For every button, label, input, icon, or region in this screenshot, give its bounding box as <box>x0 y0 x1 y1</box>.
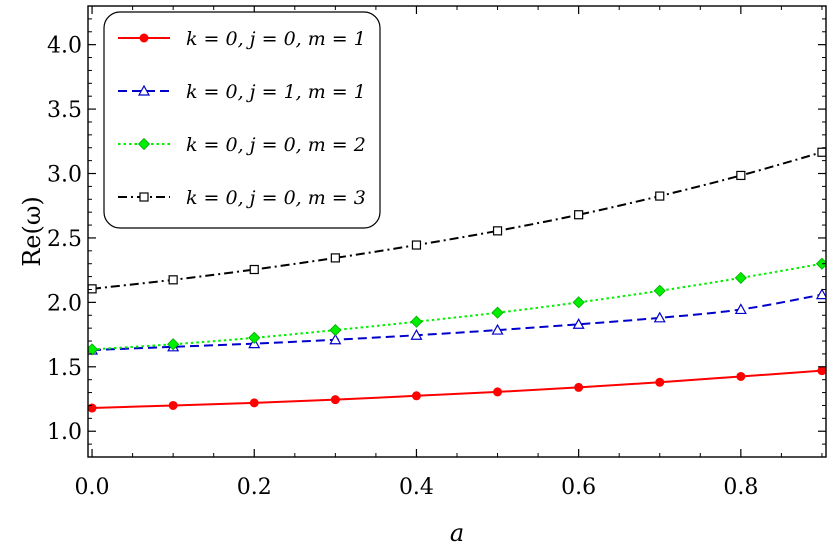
y-tick-label: 3.5 <box>47 98 82 123</box>
legend-label: k = 0, j = 0, m = 3 <box>186 187 366 209</box>
data-point <box>817 147 826 157</box>
data-point <box>653 311 666 323</box>
data-point <box>493 387 503 397</box>
legend-marker <box>139 33 149 43</box>
legend-item: k = 0, j = 0, m = 3 <box>118 187 366 209</box>
x-tick-label: 0.8 <box>723 475 758 500</box>
x-tick-label: 0.2 <box>237 475 272 500</box>
y-tick-label: 4.0 <box>47 34 82 59</box>
data-point <box>491 323 504 335</box>
data-point <box>411 391 421 401</box>
data-point <box>574 210 584 220</box>
data-point <box>249 398 259 408</box>
data-point <box>329 333 342 345</box>
legend-item: k = 0, j = 0, m = 2 <box>118 134 366 156</box>
data-point <box>655 191 665 201</box>
data-point <box>330 395 340 405</box>
ticks-layer <box>88 6 826 457</box>
legend-item: k = 0, j = 0, m = 1 <box>118 28 366 50</box>
data-point <box>653 284 666 297</box>
data-point <box>411 240 422 250</box>
data-point <box>817 366 826 376</box>
data-point <box>329 324 342 337</box>
series-1 <box>88 366 826 413</box>
data-point <box>815 288 826 300</box>
series-line <box>92 293 823 352</box>
data-point <box>168 275 178 285</box>
x-tick-label: 0.0 <box>75 475 110 500</box>
series-line <box>92 369 823 410</box>
y-tick-label: 2.0 <box>47 291 82 316</box>
data-point <box>574 382 584 392</box>
data-point <box>492 226 503 236</box>
data-point <box>168 400 178 410</box>
legend-item: k = 0, j = 1, m = 1 <box>118 81 366 103</box>
data-point <box>410 328 423 340</box>
legend-label: k = 0, j = 0, m = 1 <box>186 28 366 50</box>
data-point <box>734 303 747 315</box>
series-line <box>91 151 823 290</box>
legend-marker <box>137 84 151 96</box>
y-tick-label: 1.5 <box>47 356 82 381</box>
data-point <box>88 284 97 294</box>
y-tick-label: 1.0 <box>47 420 82 445</box>
y-tick-label: 2.5 <box>47 227 82 252</box>
data-point <box>330 253 340 263</box>
x-tick-label: 0.6 <box>561 475 596 500</box>
legend-label: k = 0, j = 0, m = 2 <box>186 134 366 156</box>
legend: k = 0, j = 0, m = 1 k = 0, j = 1, m = 1 k … <box>103 11 381 229</box>
series-3 <box>88 257 826 356</box>
data-point <box>655 377 665 387</box>
data-point <box>736 170 746 181</box>
series-line <box>91 262 823 351</box>
data-point <box>736 371 746 381</box>
series-layer <box>88 147 826 413</box>
x-axis-title: a <box>450 519 464 547</box>
x-tick-label: 0.4 <box>399 475 434 500</box>
data-point <box>167 338 180 351</box>
legend-label: k = 0, j = 1, m = 1 <box>186 81 366 103</box>
data-point <box>572 296 585 309</box>
data-point <box>572 318 585 329</box>
data-point <box>249 264 259 275</box>
data-point <box>734 271 747 284</box>
data-point <box>491 306 504 319</box>
y-tick-label: 3.0 <box>47 163 82 188</box>
tick-labels-layer: 0.0 0.2 0.4 0.6 0.8 1.0 1.5 2.0 2.5 3.0 3.5 4.0 <box>47 34 758 500</box>
y-axis-title: Re(ω) <box>18 196 46 267</box>
series-4 <box>88 147 826 294</box>
legend-marker <box>137 137 151 151</box>
series-2 <box>88 288 826 355</box>
legend-marker <box>139 192 149 202</box>
legend-box <box>103 11 381 229</box>
data-point <box>410 315 423 328</box>
data-point <box>248 331 261 344</box>
